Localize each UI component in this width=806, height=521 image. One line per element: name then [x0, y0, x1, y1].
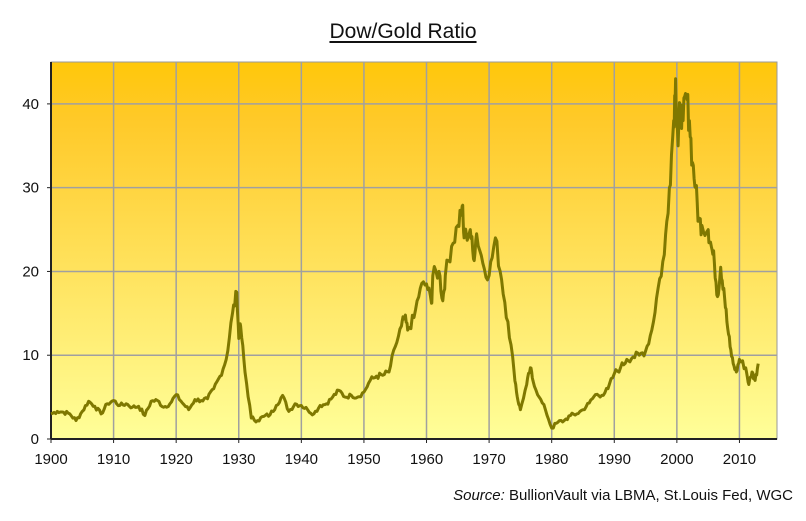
- source-note: Source: BullionVault via LBMA, St.Louis …: [453, 487, 793, 504]
- grid: [50, 62, 777, 439]
- tick-labels: 1900 1910 1920 1930 1940 1950 1960 1970 1980 1990…: [22, 96, 756, 468]
- x-tick-label: 1930: [222, 451, 255, 468]
- x-tick-label: 2000: [660, 451, 693, 468]
- x-tick-label: 1910: [97, 451, 130, 468]
- y-tick-label: 40: [22, 96, 39, 113]
- plot-area: [50, 61, 778, 440]
- x-tick-label: 1950: [347, 451, 380, 468]
- x-tick-label: 1970: [472, 451, 505, 468]
- x-tick-label: 1990: [598, 451, 631, 468]
- x-tick-label: 2010: [723, 451, 756, 468]
- y-tick-label: 0: [31, 431, 39, 448]
- x-tick-label: 1900: [34, 451, 67, 468]
- x-tick-label: 1940: [285, 451, 318, 468]
- x-tick-label: 1920: [159, 451, 192, 468]
- x-tick-label: 1960: [410, 451, 443, 468]
- source-label: Source:: [453, 487, 505, 504]
- source-text: BullionVault via LBMA, St.Louis Fed, WGC: [508, 487, 793, 504]
- y-tick-label: 10: [22, 347, 39, 364]
- series-line: [50, 77, 760, 430]
- y-tick-label: 20: [22, 263, 39, 280]
- axes: [47, 62, 777, 443]
- x-tick-label: 1980: [535, 451, 568, 468]
- y-tick-label: 30: [22, 180, 39, 197]
- chart-title: Dow/Gold Ratio: [329, 20, 477, 43]
